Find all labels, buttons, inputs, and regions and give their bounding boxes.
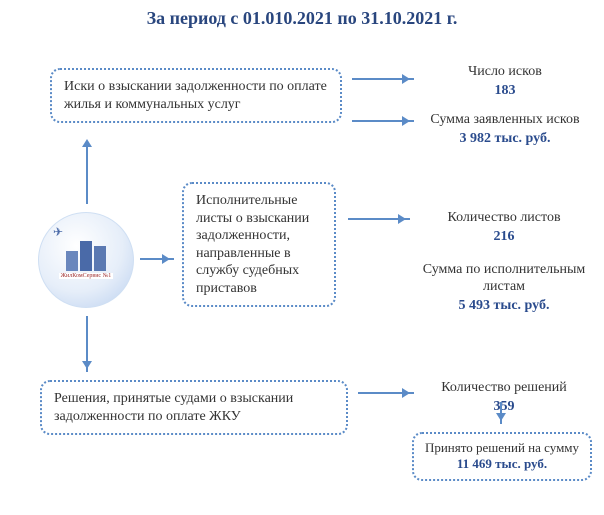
metric-value: 216: [418, 229, 590, 246]
metric-label: Сумма по исполнительным листам: [418, 262, 590, 296]
arrow-icon: [358, 392, 414, 394]
buildings-icon: [66, 241, 106, 271]
arrow-icon: [352, 120, 414, 122]
metric-sheets-sum: Сумма по исполнительным листам 5 493 тыс…: [418, 262, 590, 314]
metric-label: Количество листов: [418, 210, 590, 227]
flow-box-mid: Исполнительные листы о взыскании задолже…: [182, 182, 336, 307]
arrow-up-icon: [86, 142, 88, 204]
metric-sheets-count: Количество листов 216: [418, 210, 590, 246]
company-logo: ✈ ЖилКомСервис №1: [38, 212, 134, 308]
metric-label: Принято решений на сумму: [425, 440, 579, 455]
metric-claims-count: Число исков 183: [420, 64, 590, 100]
metric-decisions-sum-box: Принято решений на сумму 11 469 тыс. руб…: [412, 432, 592, 481]
metric-label: Сумма заявленных исков: [420, 112, 590, 129]
arrow-icon: [352, 78, 414, 80]
flow-box-bot: Решения, принятые судами о взыскании зад…: [40, 380, 348, 435]
metric-decisions-count: Количество решений 359: [418, 380, 590, 416]
arrow-icon: [140, 258, 174, 260]
page-title: За период с 01.010.2021 по 31.10.2021 г.: [0, 8, 604, 29]
metric-value: 3 982 тыс. руб.: [420, 131, 590, 148]
arrow-down-icon: [86, 316, 88, 372]
flow-box-top: Иски о взыскании задолженности по оплате…: [50, 68, 342, 123]
metric-label: Число исков: [420, 64, 590, 81]
metric-claims-sum: Сумма заявленных исков 3 982 тыс. руб.: [420, 112, 590, 148]
arrow-down-icon: [500, 402, 502, 424]
logo-text: ЖилКомСервис №1: [59, 273, 114, 279]
airplane-icon: ✈: [53, 225, 63, 240]
arrow-icon: [348, 218, 410, 220]
metric-value: 11 469 тыс. руб.: [457, 456, 547, 471]
metric-label: Количество решений: [418, 380, 590, 397]
metric-value: 183: [420, 83, 590, 100]
metric-value: 5 493 тыс. руб.: [418, 298, 590, 315]
